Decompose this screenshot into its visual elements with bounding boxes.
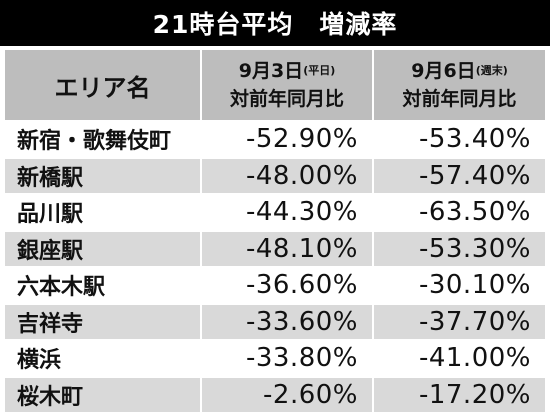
table-row: 横浜 -33.80% -41.00% [5, 341, 545, 378]
table-body: 新宿・歌舞伎町 -52.90% -53.40% 新橋駅 -48.00% -57.… [5, 122, 545, 414]
weekday-rate: -36.60% [202, 268, 374, 305]
area-name: 銀座駅 [5, 231, 202, 268]
area-name: 新宿・歌舞伎町 [5, 122, 202, 159]
weekday-rate: -52.90% [202, 122, 374, 159]
weekend-rate: -63.50% [374, 195, 545, 232]
table-title: 21時台平均 増減率 [0, 0, 550, 46]
table-row: 六本木駅 -36.60% -30.10% [5, 268, 545, 305]
weekend-rate: -17.20% [374, 377, 545, 414]
header-weekend-compare: 対前年同月比 [402, 88, 517, 110]
weekend-rate: -37.70% [374, 304, 545, 341]
title-main: 21時台平均 [152, 10, 294, 39]
weekday-rate: -44.30% [202, 195, 374, 232]
weekday-rate: -33.80% [202, 341, 374, 378]
area-name: 品川駅 [5, 195, 202, 232]
header-weekday-compare: 対前年同月比 [229, 88, 344, 110]
weekend-rate: -41.00% [374, 341, 545, 378]
area-name: 横浜 [5, 341, 202, 378]
weekend-rate: -53.40% [374, 122, 545, 159]
table-row: 吉祥寺 -33.60% -37.70% [5, 304, 545, 341]
header-weekend-tag: (週末) [475, 64, 508, 77]
weekend-rate: -53.30% [374, 231, 545, 268]
weekday-rate: -2.60% [202, 377, 374, 414]
header-weekday: 9月3日(平日) 対前年同月比 [202, 50, 374, 122]
weekday-rate: -33.60% [202, 304, 374, 341]
change-rate-table: エリア名 9月3日(平日) 対前年同月比 9月6日(週末) 対前年同月比 新宿・… [5, 50, 545, 414]
weekend-rate: -57.40% [374, 158, 545, 195]
header-weekday-date: 9月3日 [238, 60, 304, 82]
table-row: 銀座駅 -48.10% -53.30% [5, 231, 545, 268]
header-weekend-date: 9月6日 [411, 60, 476, 82]
area-name: 六本木駅 [5, 268, 202, 305]
table-row: 桜木町 -2.60% -17.20% [5, 377, 545, 414]
table-header: エリア名 9月3日(平日) 対前年同月比 9月6日(週末) 対前年同月比 [5, 50, 545, 122]
table-row: 新宿・歌舞伎町 -52.90% -53.40% [5, 122, 545, 159]
header-weekday-tag: (平日) [303, 64, 336, 77]
table-row: 新橋駅 -48.00% -57.40% [5, 158, 545, 195]
header-area: エリア名 [5, 50, 202, 122]
table-row: 品川駅 -44.30% -63.50% [5, 195, 545, 232]
title-metric: 増減率 [319, 10, 398, 39]
header-weekend-date-line: 9月6日(週末) [374, 57, 545, 85]
header-row: エリア名 9月3日(平日) 対前年同月比 9月6日(週末) 対前年同月比 [5, 50, 545, 122]
area-name: 桜木町 [5, 377, 202, 414]
weekend-rate: -30.10% [374, 268, 545, 305]
area-name: 吉祥寺 [5, 304, 202, 341]
area-name: 新橋駅 [5, 158, 202, 195]
weekday-rate: -48.00% [202, 158, 374, 195]
header-weekend: 9月6日(週末) 対前年同月比 [374, 50, 545, 122]
weekday-rate: -48.10% [202, 231, 374, 268]
header-weekday-date-line: 9月3日(平日) [202, 57, 372, 85]
